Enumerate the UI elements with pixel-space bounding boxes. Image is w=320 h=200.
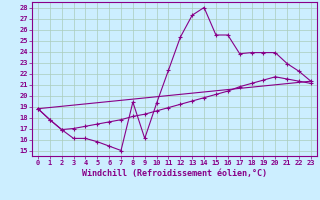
X-axis label: Windchill (Refroidissement éolien,°C): Windchill (Refroidissement éolien,°C) <box>82 169 267 178</box>
